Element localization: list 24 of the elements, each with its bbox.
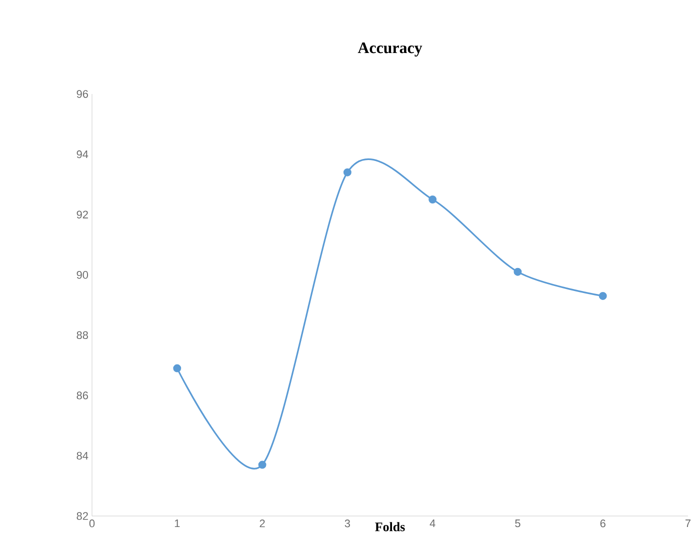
y-tick-label: 96 [76,90,88,98]
point [514,268,522,276]
y-tick-label: 88 [76,331,88,340]
x-tick-label: 1 [174,520,180,528]
y-tick-label: 86 [76,392,88,400]
point [598,292,607,300]
point [428,196,437,204]
chart-title: Accuracy [358,42,422,56]
x-tick-label: 0 [89,520,95,528]
x-tick-label: 2 [260,520,265,528]
point [258,460,266,469]
point [343,168,352,176]
y-tick-label: 94 [76,150,88,158]
y-tick-label: 84 [76,452,88,460]
x-tick-label: 7 [686,520,691,528]
point [173,364,182,372]
x-axis-title: Folds [375,522,405,532]
x-tick-label: 4 [430,520,436,528]
x-tick-label: 6 [600,520,606,528]
x-tick-label: 3 [344,520,350,528]
y-tick-label: 92 [76,210,88,218]
x-tick-label: 5 [515,520,520,528]
y-tick-label: 82 [76,512,88,520]
y-tick-label: 90 [76,270,88,279]
